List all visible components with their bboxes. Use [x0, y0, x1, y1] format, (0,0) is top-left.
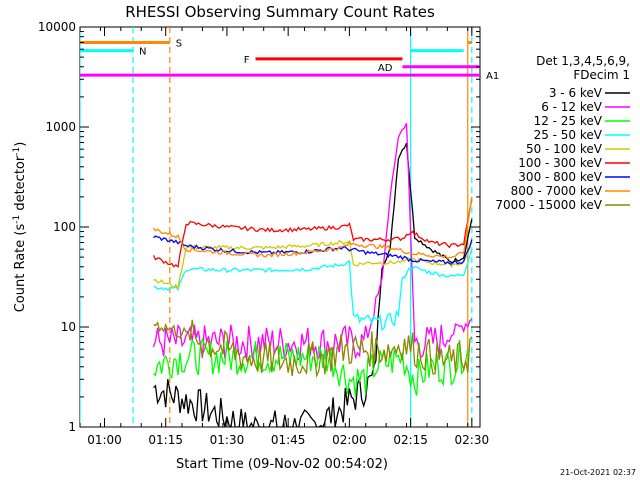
- x-tick-label: 02:15: [393, 433, 428, 447]
- y-tick-label: 1: [68, 420, 76, 434]
- legend-entry-label: 3 - 6 keV: [549, 86, 603, 100]
- series-line: [152, 198, 473, 269]
- y-tick-label: 10: [61, 320, 76, 334]
- x-tick-label: 01:15: [148, 433, 183, 447]
- series-layer: [152, 123, 473, 427]
- vertical-markers-layer: [80, 27, 473, 427]
- legend-entry-label: 50 - 100 keV: [526, 142, 603, 156]
- legend-entry-label: 800 - 7000 keV: [511, 184, 603, 198]
- legend-entry-label: 100 - 300 keV: [518, 156, 602, 170]
- series-line: [153, 142, 473, 427]
- flag-label: AD: [378, 63, 393, 74]
- x-tick-label: 01:30: [210, 433, 245, 447]
- flag-label: N: [139, 47, 146, 58]
- y-axis: 1 10 100 1000 10000: [38, 20, 480, 434]
- x-axis-label: Start Time (09-Nov-02 00:54:02): [176, 457, 388, 472]
- legend-title-line-1: Det 1,3,4,5,6,9,: [536, 54, 630, 68]
- y-tick-label: 10000: [38, 20, 76, 34]
- legend-entry-label: 300 - 800 keV: [518, 170, 602, 184]
- chart-title: RHESSI Observing Summary Count Rates: [125, 3, 435, 21]
- x-tick-label: 01:00: [87, 433, 122, 447]
- legend-title-line-2: FDecim 1: [573, 68, 630, 82]
- x-tick-label: 02:00: [332, 433, 367, 447]
- legend-entry-label: 6 - 12 keV: [541, 100, 603, 114]
- x-tick-label: 01:45: [271, 433, 306, 447]
- footer-date: 21-Oct-2021 02:37: [560, 468, 636, 477]
- legend-entry-label: 12 - 25 keV: [534, 114, 603, 128]
- y-tick-label: 1000: [45, 120, 76, 134]
- legend-entry-label: 25 - 50 keV: [534, 128, 603, 142]
- x-tick-label: 02:30: [455, 433, 490, 447]
- y-tick-label: 100: [53, 220, 76, 234]
- series-line: [153, 249, 473, 332]
- series-line: [153, 319, 473, 379]
- legend-entry-label: 7000 - 15000 keV: [495, 198, 602, 212]
- y-axis-label: Count Rate (s-1 detector-1): [12, 142, 28, 313]
- flag-label: S: [176, 38, 182, 49]
- flag-label: F: [244, 55, 250, 66]
- x-axis: 01:00 01:15 01:30 01:45 02:00 02:15 02:30: [79, 27, 490, 447]
- flags-layer: S N F AD A1: [80, 38, 499, 82]
- flag-label: A1: [486, 71, 499, 82]
- series-line: [152, 123, 473, 362]
- series-line: [152, 196, 473, 259]
